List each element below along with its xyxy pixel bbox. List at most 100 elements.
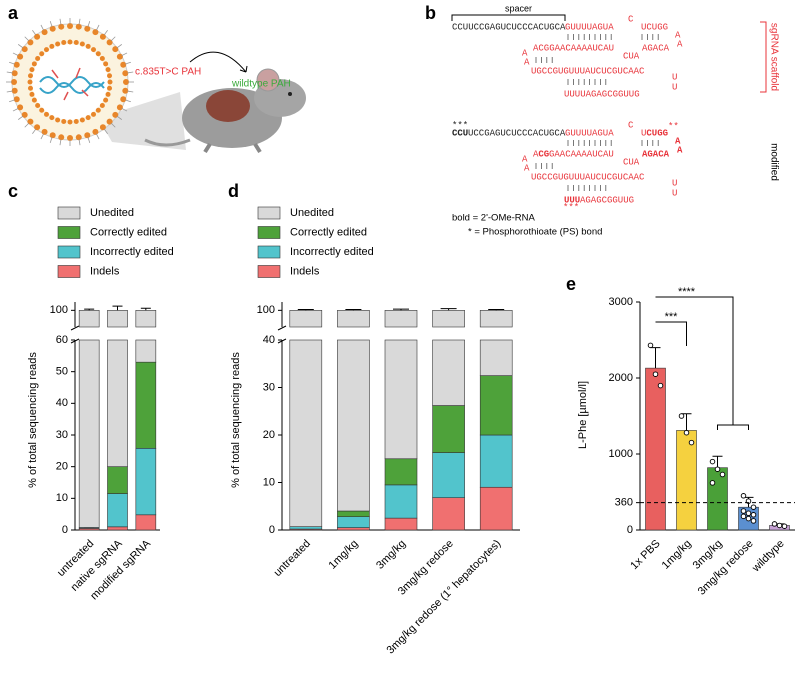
lipid-head xyxy=(92,128,99,135)
x-tick-label: 3mg/kg redose xyxy=(696,538,756,598)
sequence-fragment: A xyxy=(675,136,681,146)
lipid-head xyxy=(79,117,85,123)
lipid-tail xyxy=(125,99,131,103)
lipid-head xyxy=(67,135,73,141)
lipid-head xyxy=(55,41,61,47)
y-tick-label: 10 xyxy=(56,492,68,504)
bar-segment xyxy=(289,526,323,530)
y-tick-label: 0 xyxy=(627,524,633,536)
legend-label: Indels xyxy=(290,265,320,277)
lipid-head xyxy=(107,73,113,79)
lipid-tail xyxy=(12,52,19,57)
bar-segment xyxy=(337,510,370,517)
y-tick-label: 360 xyxy=(615,497,633,509)
sequence-fragment: UCUGG xyxy=(641,22,668,32)
legend-label: Indels xyxy=(90,265,120,277)
bar-segment xyxy=(107,466,128,494)
sequence-fragment: UGCCGUGUUUAUCUCGUCAAC xyxy=(531,66,645,76)
lipid-tail xyxy=(121,52,128,57)
bar-segment xyxy=(107,339,128,467)
bar-segment xyxy=(432,405,465,453)
error-bar xyxy=(393,308,409,311)
lipid-head xyxy=(112,111,119,118)
y-tick-label: 10 xyxy=(263,476,275,488)
sequence-fragment: GAACAAAAUCAU xyxy=(549,149,614,159)
sequence-fragment: UCCGAGUCUCCCACUGCA xyxy=(468,128,566,138)
lipid-head xyxy=(34,33,41,40)
panel-letter: b xyxy=(425,3,436,23)
data-point xyxy=(740,508,747,514)
lipid-tail xyxy=(17,115,24,120)
lipid-head xyxy=(112,46,119,53)
lipid-head xyxy=(29,91,35,97)
lipid-tail xyxy=(40,24,45,31)
legend-label: Unedited xyxy=(290,207,334,219)
lipid-tail xyxy=(59,18,62,25)
lipid-head xyxy=(49,132,56,139)
lipid-head xyxy=(49,43,55,49)
lipid-head xyxy=(85,43,91,49)
lipid-head xyxy=(27,79,33,85)
lipid-tail xyxy=(127,71,134,74)
sequence-fragment: AGACA xyxy=(642,149,670,159)
lipid-tail xyxy=(6,71,13,74)
sequence-fragment: *** xyxy=(452,120,468,130)
y-tick-label: 30 xyxy=(263,381,275,393)
y-tick-label: 100 xyxy=(50,304,68,316)
lipid-head xyxy=(67,23,73,29)
panel-letter: a xyxy=(8,3,19,23)
lipid-head xyxy=(84,132,91,139)
axis-break xyxy=(277,325,287,344)
sequence-fragment: A xyxy=(522,48,528,58)
lipid-tail xyxy=(78,18,81,25)
lipid-tail xyxy=(24,36,30,42)
lipid-head xyxy=(13,61,20,68)
bar-segment xyxy=(384,484,418,519)
bar-segment xyxy=(289,339,323,527)
y-tick-label: 20 xyxy=(56,461,68,473)
lipid-head xyxy=(31,61,37,67)
data-point xyxy=(657,382,664,389)
y-tick-label: 40 xyxy=(56,397,68,409)
lipid-head xyxy=(79,41,85,47)
lipid-head xyxy=(92,29,99,36)
bar xyxy=(645,367,666,531)
y-tick-label: 1000 xyxy=(609,448,633,460)
lipid-tail xyxy=(78,139,81,146)
data-point xyxy=(750,504,757,510)
legend-bold: bold = 2'-OMe-RNA xyxy=(452,213,536,224)
lipid-head xyxy=(122,87,129,94)
data-point xyxy=(652,371,659,377)
legend-label: Incorrectly edited xyxy=(290,246,374,258)
lipid-head xyxy=(116,104,123,111)
x-tick-label: wildtype xyxy=(749,538,786,575)
lipid-head xyxy=(107,85,113,91)
sequence-fragment: A xyxy=(524,163,530,173)
lipid-head xyxy=(55,117,61,123)
data-point xyxy=(647,342,654,349)
data-point xyxy=(683,429,690,436)
legend-swatch xyxy=(257,226,281,239)
lipid-head xyxy=(84,25,91,32)
y-axis-label: % of total sequencing reads xyxy=(27,352,39,488)
lipid-head xyxy=(107,79,113,85)
data-point xyxy=(714,466,721,472)
sequence-fragment: CUA xyxy=(623,157,640,167)
panel-letter: d xyxy=(228,181,239,201)
lipid-head xyxy=(27,85,33,91)
data-point xyxy=(678,413,685,419)
y-tick-label: 20 xyxy=(263,429,275,441)
sequence-fragment: A xyxy=(522,154,528,164)
y-tick-label: 60 xyxy=(56,334,68,346)
bar xyxy=(707,467,728,531)
bar-segment xyxy=(479,434,513,488)
lipid-tail xyxy=(110,36,116,42)
bar-segment xyxy=(135,310,157,328)
scaffold-label: sgRNA scaffold xyxy=(768,23,779,91)
sequence-fragment: GUUUUAGUA xyxy=(565,22,614,32)
sequence-fragment: ACGGAACAAAAUCAU xyxy=(533,43,614,53)
lipid-head xyxy=(41,29,48,36)
bar-segment xyxy=(384,458,418,486)
lipid-head xyxy=(21,111,28,118)
